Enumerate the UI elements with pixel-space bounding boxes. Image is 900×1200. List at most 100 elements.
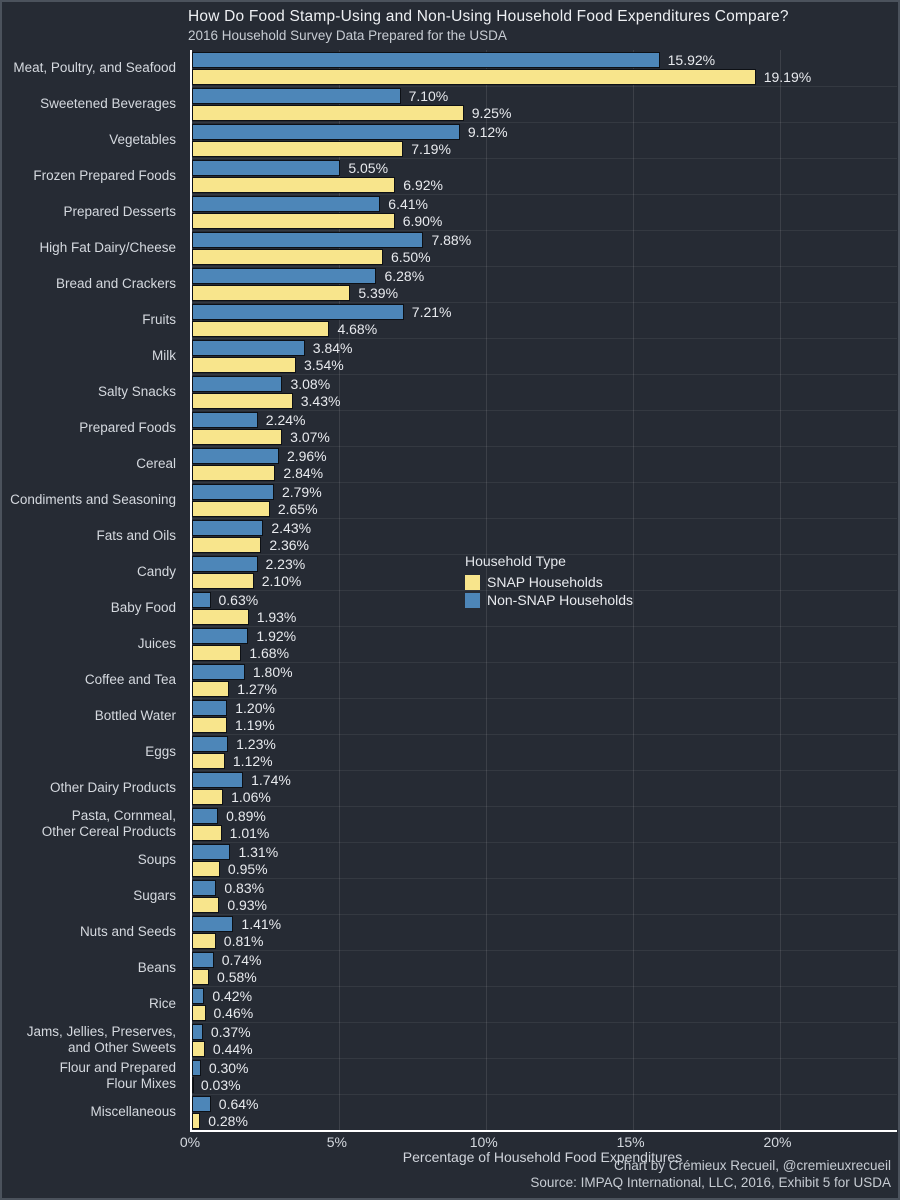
- category-row: 7.88% 6.50%: [192, 230, 897, 266]
- category-label: Condiments and Seasoning: [10, 492, 176, 507]
- category-label: Pasta, Cornmeal, Other Cereal Products: [41, 808, 176, 839]
- bar-non-snap: [192, 952, 214, 968]
- x-tick-label: 10%: [469, 1134, 498, 1150]
- bar-value-label: 3.84%: [312, 340, 353, 356]
- category-label: Bread and Crackers: [55, 276, 176, 291]
- bar-non-snap: [192, 484, 274, 500]
- horizontal-gridline: [192, 626, 897, 627]
- category-label: Nuts and Seeds: [79, 924, 176, 939]
- bar-value-label: 1.27%: [237, 681, 277, 697]
- bar-snap: [192, 537, 262, 553]
- bar-value-label: 1.06%: [231, 789, 271, 805]
- bar-value-label: 6.41%: [388, 196, 428, 212]
- bar-value-label: 2.84%: [283, 465, 324, 481]
- horizontal-gridline: [192, 338, 897, 339]
- horizontal-gridline: [192, 518, 897, 519]
- bar-value-label: 6.90%: [402, 213, 443, 229]
- horizontal-gridline: [192, 230, 897, 231]
- bar-value-label: 0.64%: [218, 1096, 259, 1112]
- category-row: 3.84% 3.54%: [192, 338, 897, 374]
- bar-non-snap: [192, 556, 258, 572]
- legend-entry-snap: SNAP Households: [465, 573, 633, 591]
- category-row: 0.74% 0.58%: [192, 950, 897, 986]
- horizontal-gridline: [192, 1094, 897, 1095]
- bar-snap: [192, 969, 210, 985]
- bar-non-snap: [192, 1024, 203, 1040]
- bar-snap: [192, 105, 464, 121]
- bar-value-label: 6.92%: [403, 177, 443, 193]
- bar-snap: [192, 717, 227, 733]
- horizontal-gridline: [192, 302, 897, 303]
- bar-value-label: 0.30%: [208, 1060, 249, 1076]
- category-label: Prepared Foods: [79, 420, 176, 435]
- category-row: 1.23% 1.12%: [192, 734, 897, 770]
- horizontal-gridline: [192, 698, 897, 699]
- bar-value-label: 1.31%: [238, 844, 279, 860]
- category-label: Flour and Prepared Flour Mixes: [59, 1060, 176, 1091]
- category-row: 2.24% 3.07%: [192, 410, 897, 446]
- bar-snap: [192, 501, 270, 517]
- category-label: Meat, Poultry, and Seafood: [13, 60, 176, 75]
- horizontal-gridline: [192, 374, 897, 375]
- horizontal-gridline: [192, 914, 897, 915]
- bar-snap: [192, 321, 330, 337]
- category-row: 6.41% 6.90%: [192, 194, 897, 230]
- bar-non-snap: [192, 808, 219, 824]
- category-row: 0.63% 1.93%: [192, 590, 897, 626]
- bar-value-label: 9.12%: [467, 124, 508, 140]
- bar-value-label: 0.58%: [217, 969, 257, 985]
- bar-non-snap: [192, 988, 205, 1004]
- chart-title: How Do Food Stamp-Using and Non-Using Ho…: [188, 8, 789, 25]
- category-label: Rice: [148, 996, 176, 1011]
- bar-value-label: 0.95%: [227, 861, 268, 877]
- category-row: 5.05% 6.92%: [192, 158, 897, 194]
- horizontal-gridline: [192, 122, 897, 123]
- legend-label-snap: SNAP Households: [487, 574, 603, 590]
- category-row: 2.79% 2.65%: [192, 482, 897, 518]
- bar-value-label: 0.89%: [226, 808, 266, 824]
- category-label: Miscellaneous: [90, 1104, 176, 1119]
- bar-snap: [192, 753, 225, 769]
- bar-value-label: 5.39%: [358, 285, 399, 301]
- bar-snap: [192, 573, 254, 589]
- bar-snap: [192, 933, 216, 949]
- x-tick-label: 0%: [179, 1134, 201, 1150]
- bar-value-label: 3.07%: [290, 429, 330, 445]
- bar-snap: [192, 285, 351, 301]
- category-label: Baby Food: [110, 600, 176, 615]
- bar-value-label: 2.36%: [269, 537, 310, 553]
- category-label: Other Dairy Products: [49, 780, 176, 795]
- category-row: 15.92% 19.19%: [192, 50, 897, 86]
- horizontal-gridline: [192, 266, 897, 267]
- category-label: Salty Snacks: [97, 384, 176, 399]
- bar-value-label: 2.65%: [277, 501, 318, 517]
- bar-value-label: 1.93%: [256, 609, 297, 625]
- bar-snap: [192, 645, 242, 661]
- horizontal-gridline: [192, 734, 897, 735]
- bar-snap: [192, 897, 220, 913]
- horizontal-gridline: [192, 554, 897, 555]
- vertical-gridline: [338, 50, 340, 1130]
- bar-value-label: 2.79%: [281, 484, 322, 500]
- bar-non-snap: [192, 628, 249, 644]
- category-row: 1.92% 1.68%: [192, 626, 897, 662]
- category-row: 6.28% 5.39%: [192, 266, 897, 302]
- bar-value-label: 1.41%: [241, 916, 282, 932]
- horizontal-gridline: [192, 842, 897, 843]
- category-row: 0.37% 0.44%: [192, 1022, 897, 1058]
- bar-non-snap: [192, 376, 283, 392]
- category-label: Juices: [137, 636, 176, 651]
- horizontal-gridline: [192, 986, 897, 987]
- footer-credits: Chart by Crémieux Recueil, @cremieuxrecu…: [530, 1157, 891, 1191]
- horizontal-gridline: [192, 878, 897, 879]
- bar-non-snap: [192, 844, 231, 860]
- footer-credit-line: Chart by Crémieux Recueil, @cremieuxrecu…: [613, 1158, 891, 1173]
- bar-value-label: 2.10%: [261, 573, 302, 589]
- category-label: Beans: [137, 960, 176, 975]
- bar-snap: [192, 393, 293, 409]
- bar-snap: [192, 141, 404, 157]
- legend-entry-non-snap: Non-SNAP Households: [465, 591, 633, 609]
- category-row: 0.42% 0.46%: [192, 986, 897, 1022]
- category-label: High Fat Dairy/Cheese: [39, 240, 176, 255]
